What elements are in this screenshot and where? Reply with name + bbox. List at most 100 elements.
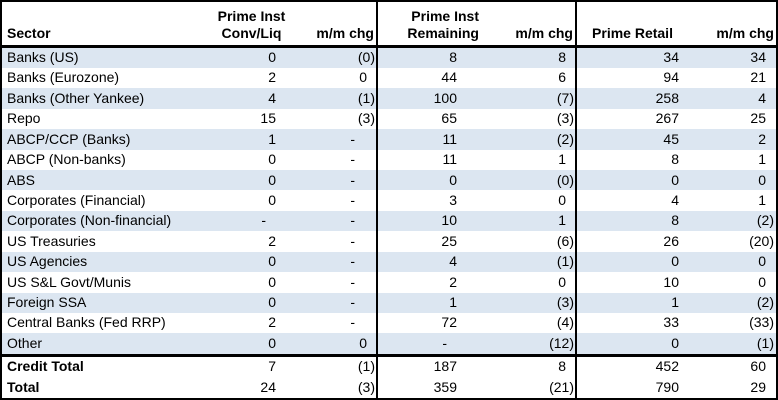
header-line2: Prime Retail [592,25,673,41]
value-cell: 1 [481,210,576,232]
value-cell: 0 [192,292,311,314]
value-cell: (12) [481,333,576,356]
value-cell: - [350,273,355,290]
value-cell: 0 [758,273,766,290]
table-body: Banks (US) 0 (0) 8 8 34 34 Banks (Eurozone) 2 0 44… [2,46,776,398]
value-cell: 790 [575,377,688,398]
table-row: ABCP/CCP (Banks) 1-11 (2) 45 2 [2,129,776,150]
value-cell: 3 [376,190,481,211]
col-header-prime-inst-conv-liq: Prime Inst Conv/Liq [192,2,311,48]
value-cell: (21) [549,378,574,395]
value-cell: 7 [192,353,311,378]
value-cell: 26 [575,231,688,252]
value-cell: 452 [575,353,688,378]
value-cell: 2 [688,129,776,150]
value-cell: - [192,210,311,232]
header-line1: Prime Inst [411,7,479,24]
value-cell: 100 [376,88,481,109]
value-cell: 72 [376,313,481,334]
value-cell: (4) [556,314,574,331]
value-cell: (1) [481,251,576,273]
value-cell: (2) [688,292,776,314]
value-cell: 0 [192,46,311,68]
value-cell: 258 [575,88,688,109]
value-cell: 94 [575,67,688,89]
value-cell: - [350,314,355,331]
value-cell: 25 [750,110,766,127]
value-cell: (7) [481,88,576,109]
value-cell: 4 [575,190,688,211]
sector-cell: Repo [7,110,41,127]
value-cell: 0 [192,170,311,191]
value-cell: 0 [376,170,481,191]
value-cell: 8 [376,46,481,68]
col-header-prime-retail: Prime Retail [575,2,688,48]
table-row: Banks (Other Yankee) 4 (1) 100 (7) 258 4 [2,88,776,109]
value-cell: 0 [688,251,776,273]
col-header-prime-inst-remaining: Prime Inst Remaining [376,2,481,48]
header-line2: Conv/Liq [221,25,282,41]
value-cell: 0 [575,333,688,356]
value-cell: (2) [688,210,776,232]
value-cell: 2 [376,272,481,293]
value-cell: 1 [376,292,481,314]
value-cell: 0 [558,273,566,290]
col-header-sector: Sector [2,2,192,48]
value-cell: 34 [575,46,688,68]
value-cell: 21 [750,69,766,86]
value-cell: - [311,292,377,314]
sector-cell: ABCP/CCP (Banks) [2,129,192,150]
value-cell: 65 [376,108,481,130]
value-cell: 2 [268,232,276,249]
value-cell: 1 [758,191,766,208]
table-row: Repo 15 (3) 65 (3) 267 25 [2,108,776,130]
sector-cell: Banks (US) [2,46,192,68]
value-cell: 8 [575,210,688,232]
value-cell: 2 [268,69,276,86]
value-cell: 1 [575,292,688,314]
value-cell: (1) [311,353,377,378]
value-cell: (3) [556,110,574,127]
value-cell: - [311,210,377,232]
value-cell: 8 [481,353,576,378]
header-line1: Prime Inst [217,7,286,24]
header-row: Sector Prime Inst Conv/Liq m/m chg Prime… [2,2,776,48]
table-row: Corporates (Financial) 0-3 0 4 1 [2,190,776,211]
value-cell: 11 [376,149,481,171]
value-cell: 25 [376,231,481,252]
value-cell: 359 [376,377,481,398]
value-cell: (1) [688,333,776,356]
sector-cell: US Treasuries [7,232,96,249]
value-cell: 10 [376,210,481,232]
value-cell: 8 [575,149,688,171]
table-row: US Agencies 0-4 (1) 0 0 [2,251,776,273]
value-cell: 1 [558,151,566,168]
sector-cell: Central Banks (Fed RRP) [7,314,166,331]
sector-cell: Credit Total [2,353,192,378]
table-row: Other 0 0- (12) 0 (1) [2,333,776,356]
value-cell: 0 [575,251,688,273]
value-cell: 4 [688,88,776,109]
col-header-mm-chg-conv-liq: m/m chg [311,2,377,48]
header-line2: m/m chg [316,25,374,41]
table-row: ABCP (Non-banks) 0-11 1 8 1 [2,149,776,171]
sector-cell: Banks (Eurozone) [7,69,120,86]
total-row: Credit Total 7 (1) 187 8 452 60 [2,353,776,378]
col-header-mm-chg-retail: m/m chg [688,2,776,48]
value-cell: 0 [575,170,688,191]
header-line2: Sector [7,25,51,41]
value-cell: (3) [357,378,375,395]
table-row: ABS 0-0 (0) 0 0 [2,170,776,191]
header-line2: m/m chg [515,25,573,41]
value-cell: 10 [575,272,688,293]
table-row: Banks (US) 0 (0) 8 8 34 34 [2,46,776,68]
sector-cell: Foreign SSA [2,292,192,314]
value-cell: 45 [575,129,688,150]
value-cell: 0 [268,191,276,208]
sector-cell: US S&L Govt/Munis [7,273,131,290]
value-cell: 0 [268,151,276,168]
header-line2: m/m chg [716,25,774,41]
value-cell: 0 [359,69,367,86]
value-cell: 6 [558,69,566,86]
